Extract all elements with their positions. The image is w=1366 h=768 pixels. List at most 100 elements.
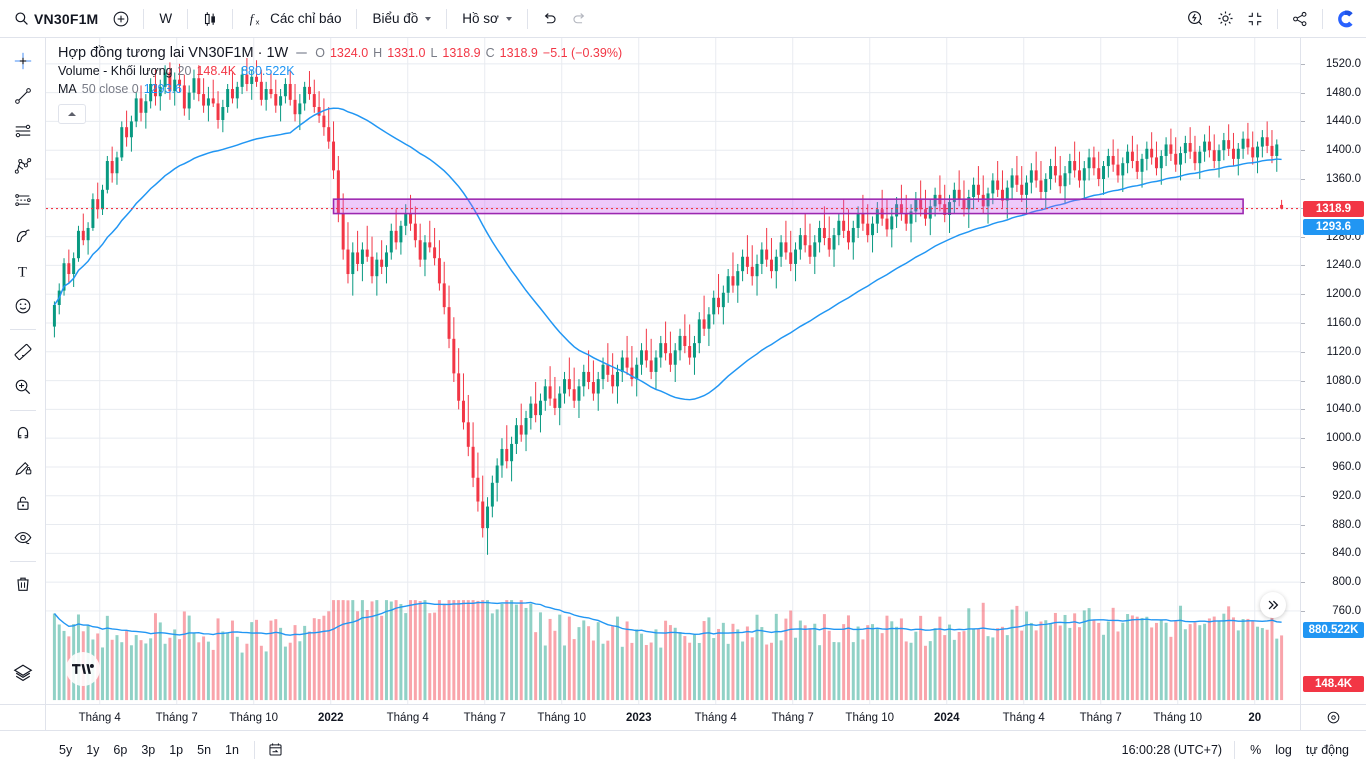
top-toolbar: VN30F1M W bbox=[0, 0, 1366, 38]
profile-menu-label: Hồ sơ bbox=[462, 11, 499, 26]
price-axis-tick bbox=[1301, 524, 1305, 526]
symbol-search-button[interactable]: VN30F1M bbox=[8, 5, 106, 33]
bottom-toolbar: 5y 1y 6p 3p 1p 5n 1n 16:00:28 (UTC+7) % log tự… bbox=[0, 730, 1366, 768]
search-icon bbox=[14, 11, 29, 26]
price-axis-tick bbox=[1301, 438, 1305, 440]
drawing-mode-tool[interactable] bbox=[4, 451, 42, 485]
price-axis-label: 960.0 bbox=[1332, 460, 1361, 473]
range-button-1y[interactable]: 1y bbox=[86, 742, 100, 757]
chart-clock: 16:00:28 (UTC+7) bbox=[1121, 742, 1223, 757]
bottom-divider bbox=[253, 740, 255, 759]
object-tree-tool[interactable] bbox=[4, 656, 42, 690]
price-axis-label: 1160.0 bbox=[1326, 316, 1361, 329]
text-tool[interactable]: T bbox=[4, 254, 42, 288]
time-axis-label: Tháng 10 bbox=[1153, 711, 1203, 724]
price-axis-tick bbox=[1301, 179, 1305, 180]
range-button-3p[interactable]: 3p bbox=[141, 742, 156, 757]
price-axis-label: 1240.0 bbox=[1325, 259, 1361, 272]
price-axis-label: 1040.0 bbox=[1325, 403, 1361, 416]
chart-area: T bbox=[0, 38, 1366, 704]
time-axis-label: Tháng 4 bbox=[386, 711, 429, 724]
profile-menu-button[interactable]: Hồ sơ bbox=[454, 5, 520, 33]
time-axis[interactable]: Tháng 4 Tháng 7 Tháng 10 2022 Tháng 4 Tháng 7… bbox=[0, 704, 1366, 730]
add-symbol-button[interactable] bbox=[106, 5, 136, 33]
chart-style-button[interactable] bbox=[195, 5, 225, 33]
pitchfork-tool[interactable] bbox=[4, 149, 42, 183]
undo-button[interactable] bbox=[535, 5, 565, 33]
lock-drawings-tool[interactable] bbox=[4, 486, 42, 520]
price-axis-label: 800.0 bbox=[1332, 576, 1361, 589]
toolbar-divider bbox=[9, 329, 36, 330]
fullscreen-button[interactable] bbox=[1240, 5, 1270, 33]
scroll-to-realtime-button[interactable] bbox=[1260, 592, 1286, 618]
svg-text:T: T bbox=[18, 264, 27, 280]
brush-tool[interactable] bbox=[4, 219, 42, 253]
price-axis-label: 1200.0 bbox=[1325, 288, 1361, 301]
share-button[interactable] bbox=[1285, 5, 1315, 33]
price-axis-label: 920.0 bbox=[1332, 489, 1361, 502]
toolbar-divider bbox=[356, 8, 358, 29]
price-axis[interactable]: 1520.01480.01440.01400.01360.01320.01280… bbox=[1300, 38, 1366, 704]
time-axis-label: Tháng 7 bbox=[771, 711, 814, 724]
chart-menu-button[interactable]: Biểu đồ bbox=[364, 5, 439, 33]
time-axis-label: 2024 bbox=[933, 711, 960, 724]
price-axis-tick bbox=[1301, 380, 1305, 382]
price-axis-label: 760.0 bbox=[1332, 604, 1361, 617]
price-axis-label: 1080.0 bbox=[1325, 374, 1361, 387]
brand-logo-button[interactable] bbox=[1330, 5, 1360, 33]
chevron-down-icon bbox=[505, 16, 512, 21]
alert-button[interactable] bbox=[1180, 5, 1210, 33]
time-axis-label: 2022 bbox=[317, 711, 344, 724]
horizontal-lines-tool[interactable] bbox=[4, 114, 42, 148]
toolbar-divider bbox=[1322, 8, 1323, 29]
price-axis-tick bbox=[1301, 150, 1305, 152]
symbol-label: VN30F1M bbox=[34, 10, 99, 27]
chart-menu-label: Biểu đồ bbox=[372, 11, 419, 26]
settings-button[interactable] bbox=[1210, 5, 1240, 33]
last-price-badge: 1318.9 bbox=[1303, 200, 1364, 217]
time-axis-label: Tháng 7 bbox=[1079, 711, 1122, 724]
log-scale-button[interactable]: log bbox=[1275, 742, 1292, 757]
trendline-tool[interactable] bbox=[4, 79, 42, 113]
toolbar-divider bbox=[232, 8, 234, 29]
price-axis-tick bbox=[1301, 265, 1305, 267]
price-axis-label: 1440.0 bbox=[1325, 115, 1361, 128]
chevron-up-icon bbox=[68, 112, 76, 116]
zoom-in-tool[interactable] bbox=[4, 370, 42, 404]
price-axis-tick bbox=[1301, 121, 1305, 123]
interval-label: W bbox=[159, 11, 173, 26]
range-button-6p[interactable]: 6p bbox=[113, 742, 128, 757]
magnet-tool[interactable] bbox=[4, 416, 42, 450]
chevron-down-icon bbox=[425, 16, 432, 21]
svg-text:x: x bbox=[256, 17, 260, 26]
price-axis-tick bbox=[1301, 351, 1305, 353]
range-button-1p[interactable]: 1p bbox=[169, 742, 184, 757]
hide-drawings-tool[interactable] bbox=[4, 521, 42, 555]
ma-price-badge: 1293.6 bbox=[1303, 218, 1364, 235]
time-axis-left-pad bbox=[0, 705, 46, 730]
emoji-tool[interactable] bbox=[4, 289, 42, 323]
interval-button[interactable]: W bbox=[151, 5, 180, 33]
price-axis-label: 1520.0 bbox=[1325, 57, 1361, 70]
chart-canvas-container[interactable]: Hợp đồng tương lai VN30F1M · 1W O 1324.0… bbox=[46, 38, 1300, 704]
time-axis-label: Tháng 7 bbox=[155, 711, 198, 724]
svg-text:f: f bbox=[250, 12, 256, 26]
time-axis-label: Tháng 7 bbox=[463, 711, 506, 724]
indicators-button[interactable]: f x Các chỉ báo bbox=[240, 5, 349, 33]
price-axis-tick bbox=[1301, 553, 1305, 555]
percent-scale-button[interactable]: % bbox=[1250, 742, 1262, 757]
time-axis-settings-button[interactable] bbox=[1300, 705, 1366, 730]
range-button-5y[interactable]: 5y bbox=[59, 742, 73, 757]
auto-scale-button[interactable]: tự động bbox=[1305, 742, 1349, 757]
crosshair-tool[interactable] bbox=[4, 44, 42, 78]
range-button-5n[interactable]: 5n bbox=[197, 742, 212, 757]
time-axis-labels: Tháng 4 Tháng 7 Tháng 10 2022 Tháng 4 Tháng 7… bbox=[46, 705, 1300, 730]
legend-collapse-button[interactable] bbox=[58, 104, 86, 124]
range-button-1n[interactable]: 1n bbox=[225, 742, 239, 757]
measure-tool[interactable] bbox=[4, 335, 42, 369]
price-chart-svg bbox=[46, 38, 1300, 704]
remove-drawings-tool[interactable] bbox=[4, 567, 42, 601]
redo-button[interactable] bbox=[565, 5, 595, 33]
goto-date-button[interactable] bbox=[263, 738, 289, 762]
fib-retracement-tool[interactable] bbox=[4, 184, 42, 218]
